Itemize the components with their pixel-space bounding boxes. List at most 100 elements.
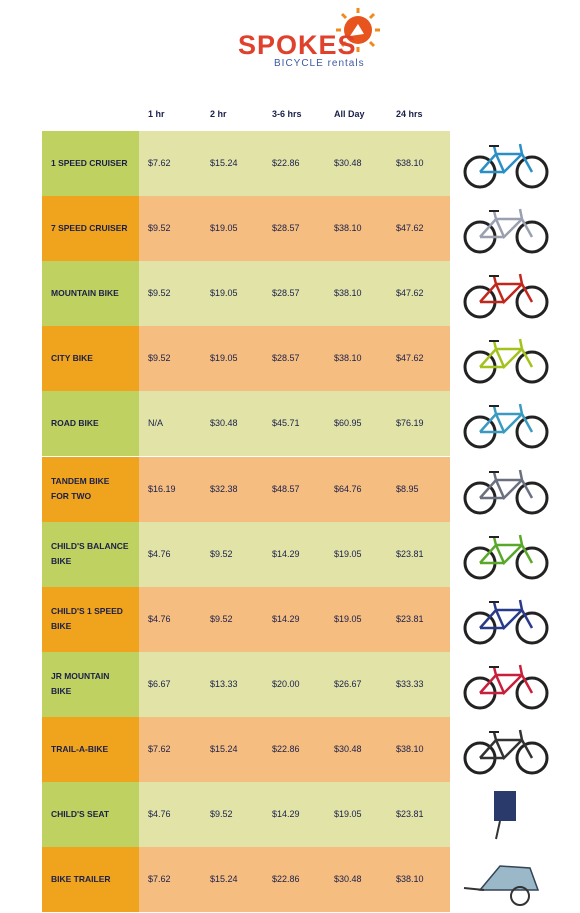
bike-name: 7 SPEED CRUISER xyxy=(51,223,128,234)
price: $28.57 xyxy=(272,353,300,364)
price: $47.62 xyxy=(396,223,424,234)
bike-image xyxy=(463,729,549,775)
price: $7.62 xyxy=(148,874,171,885)
price: $9.52 xyxy=(148,223,171,234)
price: $30.48 xyxy=(334,874,362,885)
price: $19.05 xyxy=(210,223,238,234)
price: $19.05 xyxy=(334,809,362,819)
bike-name: CHILD'S BALANCE BIKE xyxy=(51,541,129,567)
row-label-cell: 7 SPEED CRUISER xyxy=(42,196,139,262)
price: $23.81 xyxy=(396,809,424,819)
row-label-cell: CHILD'S 1 SPEED BIKE xyxy=(42,586,139,652)
price: $7.62 xyxy=(148,158,171,168)
price-cell xyxy=(139,782,450,848)
price-cell xyxy=(139,847,450,913)
price: $30.48 xyxy=(334,158,362,168)
column-header: 3-6 hrs xyxy=(272,109,302,119)
price: $28.57 xyxy=(272,288,300,299)
price: $19.05 xyxy=(334,548,362,559)
row-label-cell: JR MOUNTAIN BIKE xyxy=(42,651,139,717)
brand: SPOKES xyxy=(238,30,357,60)
price: $47.62 xyxy=(396,353,424,364)
price-cell xyxy=(139,586,450,652)
price: $13.33 xyxy=(210,678,238,689)
bike-image xyxy=(463,404,549,449)
price: $15.24 xyxy=(210,158,238,168)
price-cell xyxy=(139,391,450,457)
row-label-cell: CHILD'S BALANCE BIKE xyxy=(42,521,139,587)
price: $4.76 xyxy=(148,613,171,624)
row-label-cell: TANDEM BIKE FOR TWO xyxy=(42,456,139,522)
price-cell xyxy=(139,261,450,327)
price: $38.10 xyxy=(334,223,362,234)
bike-image xyxy=(463,865,540,907)
price: $9.52 xyxy=(210,548,233,559)
bike-image xyxy=(463,664,549,710)
bike-name: 1 SPEED CRUISER xyxy=(51,158,128,169)
column-header: All Day xyxy=(334,109,365,119)
bike-image xyxy=(463,534,549,580)
price: $9.52 xyxy=(210,809,233,819)
row-label-cell: CITY BIKE xyxy=(42,326,139,392)
row-label-cell: CHILD'S SEAT xyxy=(42,782,139,848)
price: $14.29 xyxy=(272,548,300,559)
bike-name: MOUNTAIN BIKE xyxy=(51,288,119,299)
price-cell xyxy=(139,131,450,197)
column-header: 2 hr xyxy=(210,109,227,119)
price: $16.19 xyxy=(148,483,176,494)
bike-name: JR MOUNTAIN BIKE xyxy=(51,671,110,697)
price: $4.76 xyxy=(148,548,171,559)
price: $38.10 xyxy=(396,874,424,885)
price: $15.24 xyxy=(210,743,238,754)
price: $23.81 xyxy=(396,613,424,624)
bike-name: ROAD BIKE xyxy=(51,418,99,429)
price: $20.00 xyxy=(272,678,300,689)
row-label-cell: 1 SPEED CRUISER xyxy=(42,131,139,197)
tagline: BICYCLE rentals xyxy=(274,58,365,69)
price: $60.95 xyxy=(334,418,362,429)
price: $38.10 xyxy=(334,288,362,299)
bike-name: CITY BIKE xyxy=(51,353,93,364)
price: $38.10 xyxy=(396,158,424,168)
price: $47.62 xyxy=(396,288,424,299)
price: $9.52 xyxy=(210,613,233,624)
bike-image xyxy=(494,791,516,840)
price: $4.76 xyxy=(148,809,171,819)
row-label-cell: ROAD BIKE xyxy=(42,391,139,457)
bike-name: TANDEM BIKE FOR TWO xyxy=(51,476,110,502)
logo-sun xyxy=(336,8,380,52)
price: $19.05 xyxy=(210,353,238,364)
price: N/A xyxy=(148,418,164,429)
bike-name: CHILD'S SEAT xyxy=(51,809,110,820)
price: $30.48 xyxy=(334,743,362,754)
bike-name: BIKE TRAILER xyxy=(51,874,111,885)
row-label-cell: BIKE TRAILER xyxy=(42,847,139,913)
price: $14.29 xyxy=(272,613,300,624)
price: $15.24 xyxy=(210,874,238,885)
price: $9.52 xyxy=(148,353,171,364)
bike-name: TRAIL-A-BIKE xyxy=(51,743,109,754)
price: $45.71 xyxy=(272,418,300,429)
price: $14.29 xyxy=(272,809,300,819)
price: $22.86 xyxy=(272,743,300,754)
price: $23.81 xyxy=(396,548,424,559)
price: $32.38 xyxy=(210,483,238,494)
price: $22.86 xyxy=(272,874,300,885)
price-cell xyxy=(139,521,450,587)
price: $64.76 xyxy=(334,483,362,494)
price-cell xyxy=(139,456,450,522)
bike-image xyxy=(463,599,549,645)
price: $19.05 xyxy=(334,613,362,624)
price-cell xyxy=(139,196,450,262)
row-label-cell: TRAIL-A-BIKE xyxy=(42,716,139,782)
price: $19.05 xyxy=(210,288,238,299)
row-label-cell: MOUNTAIN BIKE xyxy=(42,261,139,327)
price: $6.67 xyxy=(148,678,171,689)
price: $8.95 xyxy=(396,483,419,494)
price: $28.57 xyxy=(272,223,300,234)
price: $76.19 xyxy=(396,418,424,429)
column-header: 24 hrs xyxy=(396,109,423,119)
bike-image xyxy=(463,208,549,254)
price: $48.57 xyxy=(272,483,300,494)
